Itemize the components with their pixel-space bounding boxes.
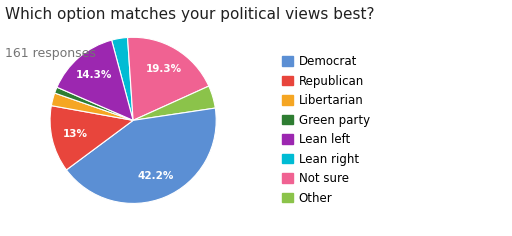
Text: 161 responses: 161 responses bbox=[5, 47, 96, 60]
Text: Which option matches your political views best?: Which option matches your political view… bbox=[5, 7, 375, 22]
Wedge shape bbox=[127, 37, 209, 120]
Wedge shape bbox=[51, 93, 133, 120]
Wedge shape bbox=[50, 106, 133, 170]
Text: 13%: 13% bbox=[62, 129, 88, 139]
Wedge shape bbox=[55, 87, 133, 120]
Text: 14.3%: 14.3% bbox=[76, 70, 112, 80]
Legend: Democrat, Republican, Libertarian, Green party, Lean left, Lean right, Not sure,: Democrat, Republican, Libertarian, Green… bbox=[278, 50, 374, 209]
Text: 42.2%: 42.2% bbox=[138, 171, 174, 181]
Wedge shape bbox=[112, 38, 133, 120]
Wedge shape bbox=[133, 86, 215, 120]
Text: 19.3%: 19.3% bbox=[146, 64, 182, 74]
Wedge shape bbox=[67, 108, 216, 203]
Wedge shape bbox=[57, 40, 133, 120]
